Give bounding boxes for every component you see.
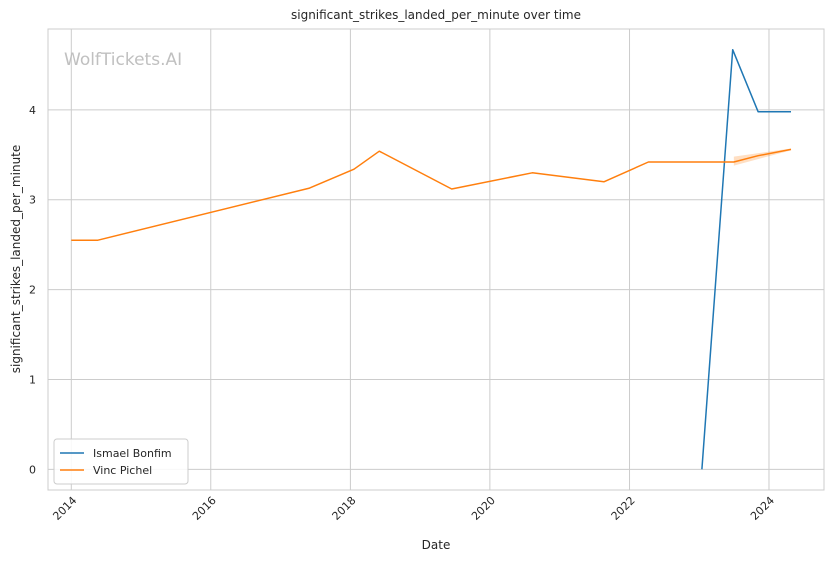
watermark: WolfTickets.AI <box>64 50 182 70</box>
x-tick-label: 2018 <box>330 494 359 523</box>
y-tick-label: 4 <box>29 104 36 117</box>
legend-label-ismael-bonfim: Ismael Bonfim <box>93 447 172 460</box>
legend-label-vinc-pichel: Vinc Pichel <box>93 464 152 477</box>
plot-area <box>47 28 825 491</box>
y-tick-label: 0 <box>29 463 36 476</box>
x-tick-label: 2024 <box>748 494 777 523</box>
legend-box <box>53 438 189 485</box>
x-axis-title: Date <box>422 538 451 552</box>
x-tick-labels: 2014 2016 2018 2020 2022 2024 <box>50 494 777 523</box>
y-tick-label: 1 <box>29 373 36 386</box>
y-tick-label: 3 <box>29 194 36 207</box>
y-tick-labels: 0 1 2 3 4 <box>29 104 36 476</box>
series-lines <box>71 48 792 470</box>
y-axis-title: significant_strikes_landed_per_minute <box>9 145 23 374</box>
series-line-vinc-pichel <box>71 148 792 241</box>
chart-title: significant_strikes_landed_per_minute ov… <box>291 8 581 22</box>
series-line-ismael-bonfim <box>701 48 791 470</box>
x-tick-label: 2014 <box>50 494 79 523</box>
y-tick-label: 2 <box>29 284 36 297</box>
x-tick-label: 2020 <box>469 494 498 523</box>
x-tick-label: 2022 <box>609 494 638 523</box>
x-tick-label: 2016 <box>190 494 219 523</box>
legend: Ismael Bonfim Vinc Pichel <box>53 438 189 485</box>
